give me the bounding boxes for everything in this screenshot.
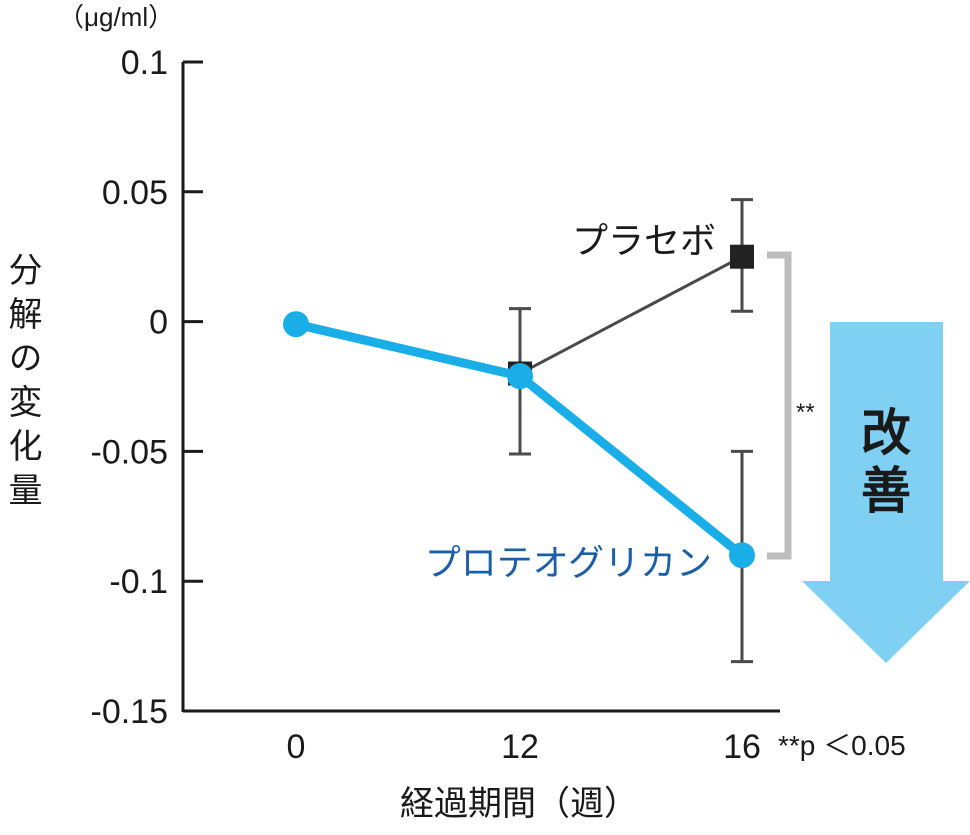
data-point-proteoglycan xyxy=(283,311,309,338)
x-tick-label: 16 xyxy=(723,728,761,766)
data-point-placebo xyxy=(730,244,754,269)
series-layer xyxy=(283,198,755,664)
footnote: **p ＜0.05 xyxy=(778,730,906,761)
x-ticks: 0 12 16 xyxy=(287,728,761,766)
significance-mark: ** xyxy=(796,399,815,426)
data-point-proteoglycan xyxy=(507,363,533,390)
y-axis-label: 分解の変化量 xyxy=(3,252,41,516)
y-unit-label: （μg/ml） xyxy=(58,2,174,32)
y-tick-label: -0.15 xyxy=(91,693,169,731)
x-axis-label: 経過期間（週） xyxy=(400,785,638,823)
improvement-label-2: 善 xyxy=(861,463,911,519)
y-ticks: 0.1 0.05 0 -0.05 -0.1 -0.15 xyxy=(91,44,203,731)
improvement-arrow xyxy=(802,322,970,663)
data-point-proteoglycan xyxy=(729,542,755,569)
y-tick-label: -0.1 xyxy=(109,563,168,601)
series-label-placebo: プラセボ xyxy=(572,220,716,261)
y-tick-label: 0 xyxy=(149,304,168,342)
series-label-proteoglycan: プロテオグリカン xyxy=(425,542,712,583)
significance-bracket xyxy=(767,251,792,560)
y-tick-label: 0.05 xyxy=(102,174,168,212)
improvement-label-1: 改 xyxy=(861,405,911,461)
x-tick-label: 0 xyxy=(287,728,306,766)
x-tick-label: 12 xyxy=(501,728,539,766)
y-tick-label: -0.05 xyxy=(91,433,169,471)
y-tick-label: 0.1 xyxy=(121,44,168,82)
